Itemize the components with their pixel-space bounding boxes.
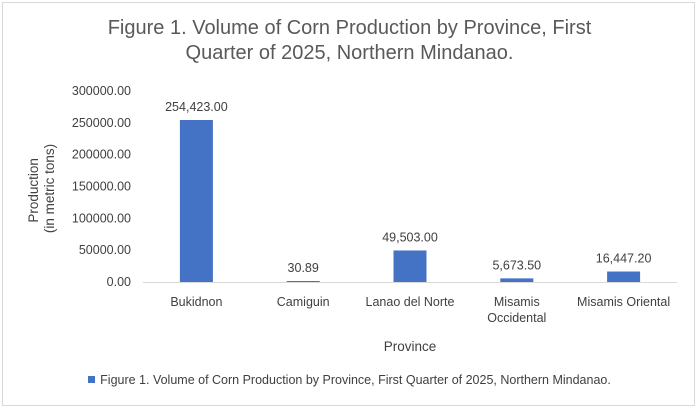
x-category-label-line: Camiguin xyxy=(277,295,330,309)
y-tick-label: 200000.00 xyxy=(72,148,131,162)
y-axis-title-line-1: Production xyxy=(26,158,41,223)
x-axis-title: Province xyxy=(384,339,437,354)
x-category-label: Camiguin xyxy=(277,295,330,309)
bar-misamis-oriental xyxy=(607,271,641,282)
chart-title: Figure 1. Volume of Corn Production by P… xyxy=(0,16,699,66)
data-label: 254,423.00 xyxy=(165,100,228,114)
y-tick-label: 150000.00 xyxy=(72,180,131,194)
x-category-label-line: Lanao del Norte xyxy=(366,295,455,309)
legend: Figure 1. Volume of Corn Production by P… xyxy=(0,373,699,387)
y-tick-label: 100000.00 xyxy=(72,211,131,225)
x-category-label-line: Misamis Oriental xyxy=(577,295,670,309)
bars xyxy=(179,120,641,282)
x-category-label: Lanao del Norte xyxy=(366,295,455,309)
bar-camiguin xyxy=(286,281,320,282)
data-label: 49,503.00 xyxy=(382,230,438,244)
y-tick-label: 50000.00 xyxy=(79,243,131,257)
legend-swatch xyxy=(88,376,96,384)
y-axis-title: Production (in metric tons) xyxy=(26,144,57,233)
x-category-label: Misamis Occidental xyxy=(487,295,546,325)
x-category-label-line: Misamis xyxy=(494,295,540,309)
data-label: 5,673.50 xyxy=(492,258,541,272)
chart-title-line-1: Figure 1. Volume of Corn Production by P… xyxy=(107,17,592,39)
y-axis-ticks: 0.00 50000.00 100000.00 150000.00 200000.00 2… xyxy=(72,84,131,289)
bar-bukidnon xyxy=(179,120,213,282)
y-tick-label: 300000.00 xyxy=(72,84,131,98)
legend-label: Figure 1. Volume of Corn Production by P… xyxy=(100,373,611,387)
chart-frame xyxy=(2,2,695,406)
y-tick-label: 0.00 xyxy=(107,275,131,289)
x-axis-categories: Bukidnon Camiguin Lanao del Norte Misamis Oc… xyxy=(170,295,670,325)
x-category-label: Bukidnon xyxy=(170,295,222,309)
x-category-label-line: Occidental xyxy=(487,311,546,325)
data-labels: 254,423.00 30.89 49,503.00 5,673.50 16,447.2… xyxy=(165,100,651,275)
x-category-label: Misamis Oriental xyxy=(577,295,670,309)
bar-lanao-del-norte xyxy=(393,250,427,282)
y-axis-title-line-2: (in metric tons) xyxy=(42,144,57,233)
data-label: 16,447.20 xyxy=(596,252,652,266)
chart-title-line-2: Quarter of 2025, Northern Mindanao. xyxy=(185,42,514,64)
y-tick-label: 250000.00 xyxy=(72,116,131,130)
x-category-label-line: Bukidnon xyxy=(170,295,222,309)
bar-misamis-occidental xyxy=(500,278,534,282)
data-label: 30.89 xyxy=(288,261,319,275)
